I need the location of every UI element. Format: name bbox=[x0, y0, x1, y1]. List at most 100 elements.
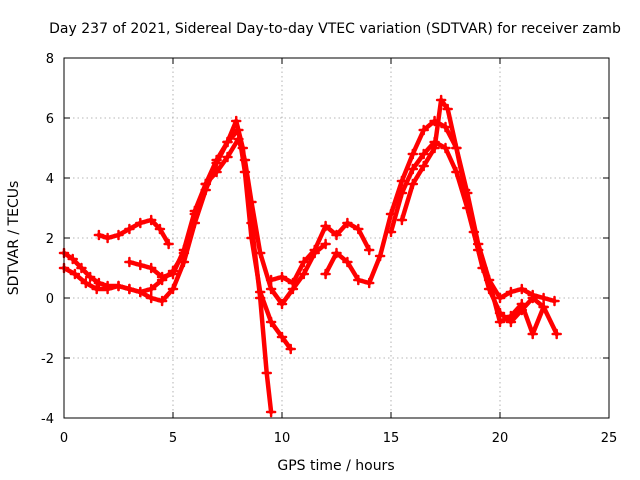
data-point bbox=[276, 271, 288, 283]
data-point bbox=[494, 316, 506, 328]
data-point bbox=[135, 217, 146, 229]
x-tick-labels: 0 5 10 15 20 25 bbox=[60, 431, 617, 446]
data-point bbox=[407, 148, 419, 160]
data-point bbox=[254, 286, 266, 298]
data-point bbox=[459, 184, 471, 196]
data-point bbox=[549, 295, 560, 307]
series-track-3 bbox=[96, 217, 171, 247]
data-point bbox=[145, 292, 157, 304]
data-point bbox=[385, 226, 397, 238]
x-tick-label: 5 bbox=[169, 431, 177, 446]
data-point bbox=[200, 178, 211, 190]
data-point bbox=[320, 238, 331, 250]
data-point bbox=[69, 268, 81, 280]
chart-title: Day 237 of 2021, Sidereal Day-to-day VTE… bbox=[49, 21, 621, 37]
data-point bbox=[246, 196, 257, 208]
data-point bbox=[93, 229, 105, 241]
data-point bbox=[396, 214, 408, 226]
data-point bbox=[418, 148, 429, 160]
data-point bbox=[298, 268, 310, 280]
data-point bbox=[230, 115, 242, 127]
x-tick-label: 10 bbox=[274, 431, 291, 446]
data-point bbox=[211, 166, 222, 178]
data-point bbox=[233, 133, 244, 145]
data-point bbox=[331, 229, 342, 241]
data-point bbox=[178, 256, 190, 268]
series-track-6 bbox=[323, 118, 557, 304]
data-point bbox=[261, 367, 272, 379]
data-point bbox=[451, 166, 462, 178]
series-track-8 bbox=[399, 97, 546, 337]
data-point bbox=[342, 256, 353, 268]
x-tick-label: 25 bbox=[601, 431, 618, 446]
data-point bbox=[342, 217, 353, 229]
data-point bbox=[285, 343, 296, 355]
data-point bbox=[396, 175, 408, 187]
data-point bbox=[505, 310, 517, 322]
data-point bbox=[113, 280, 124, 292]
data-point bbox=[135, 259, 146, 271]
data-point bbox=[124, 256, 135, 268]
data-point bbox=[527, 292, 538, 304]
y-tick-label: 4 bbox=[46, 172, 54, 187]
data-point bbox=[407, 178, 419, 190]
data-point bbox=[353, 274, 364, 286]
data-point bbox=[385, 208, 397, 220]
data-point bbox=[276, 298, 288, 310]
data-point bbox=[102, 280, 113, 292]
data-point bbox=[309, 244, 320, 256]
data-point bbox=[254, 247, 266, 259]
data-point bbox=[516, 283, 528, 295]
data-point bbox=[527, 328, 538, 340]
data-point bbox=[442, 103, 453, 115]
data-point bbox=[93, 277, 105, 289]
data-point bbox=[551, 328, 562, 340]
data-point bbox=[320, 268, 331, 280]
data-point bbox=[538, 292, 549, 304]
data-point bbox=[276, 331, 288, 343]
data-point bbox=[102, 232, 113, 244]
data-point bbox=[163, 238, 174, 250]
data-point bbox=[287, 277, 299, 289]
data-point bbox=[516, 298, 528, 310]
data-point bbox=[494, 292, 506, 304]
x-tick-label: 0 bbox=[60, 431, 68, 446]
data-point bbox=[113, 229, 124, 241]
y-tick-label: -4 bbox=[41, 412, 54, 427]
data-point bbox=[265, 316, 277, 328]
series-layer bbox=[58, 94, 562, 418]
data-point bbox=[67, 253, 78, 265]
data-point bbox=[145, 214, 157, 226]
series-track-5 bbox=[268, 220, 372, 286]
data-point bbox=[91, 283, 102, 295]
y-tick-label: -2 bbox=[41, 352, 54, 367]
data-point bbox=[418, 160, 429, 172]
data-point bbox=[407, 163, 419, 175]
data-point bbox=[486, 283, 497, 295]
x-axis-label: GPS time / hours bbox=[277, 458, 394, 474]
data-point bbox=[156, 271, 168, 283]
data-point bbox=[178, 244, 190, 256]
data-point bbox=[84, 271, 96, 283]
data-point bbox=[331, 247, 342, 259]
data-point bbox=[145, 262, 157, 274]
data-point bbox=[76, 262, 87, 274]
data-point bbox=[374, 250, 386, 262]
data-point bbox=[320, 220, 331, 232]
data-point bbox=[156, 295, 168, 307]
data-point bbox=[440, 142, 451, 154]
y-tick-labels: -4 -2 0 2 4 6 8 bbox=[41, 52, 54, 427]
y-tick-label: 6 bbox=[46, 112, 54, 127]
data-point bbox=[265, 283, 277, 295]
data-point bbox=[440, 121, 451, 133]
data-point bbox=[396, 187, 408, 199]
data-point bbox=[124, 223, 135, 235]
data-point bbox=[80, 277, 92, 289]
data-point bbox=[418, 124, 429, 136]
data-point bbox=[538, 301, 549, 313]
data-point bbox=[135, 286, 146, 298]
data-point bbox=[477, 262, 488, 274]
series-track-1 bbox=[61, 118, 274, 415]
data-point bbox=[298, 256, 310, 268]
